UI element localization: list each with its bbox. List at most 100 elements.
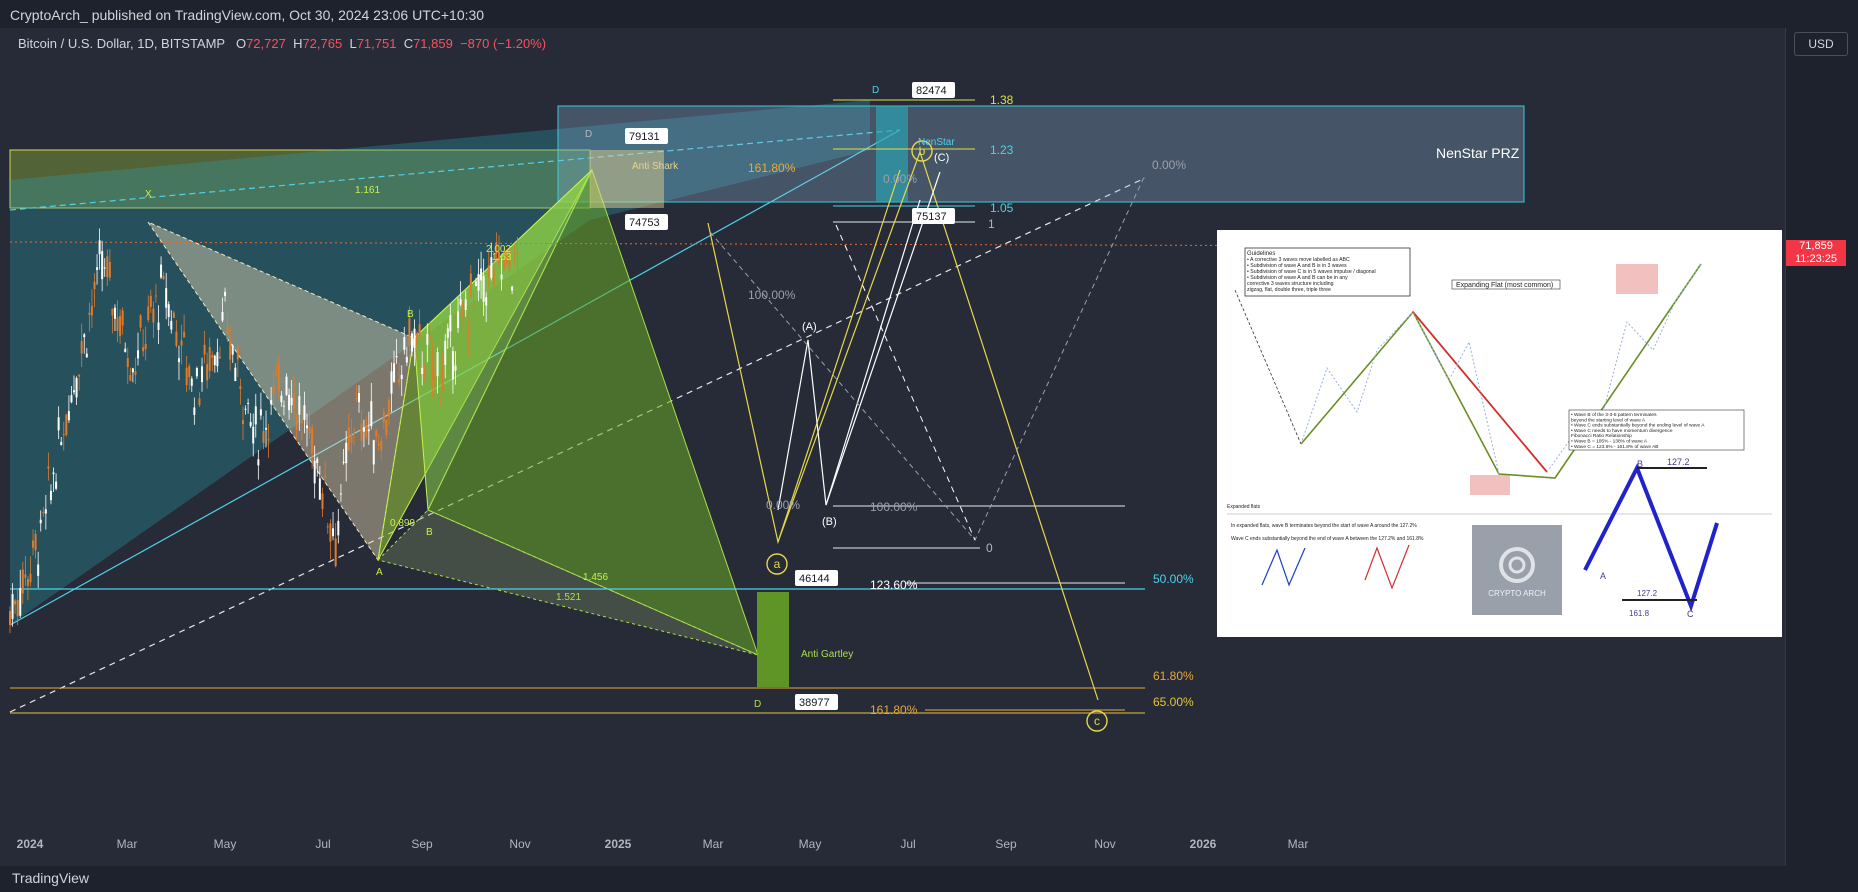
candle-body: [34, 534, 37, 551]
candle-body: [172, 312, 175, 318]
open-value: 72,727: [246, 36, 286, 51]
candle-body: [126, 358, 129, 367]
candle-body: [203, 344, 206, 355]
x-tick-label: Sep: [411, 837, 433, 851]
annotation-label: (C): [934, 152, 949, 164]
annotation-label: Anti Shark: [632, 161, 679, 172]
candle-body: [444, 340, 447, 365]
inset-logo-text: CRYPTO ARCH: [1488, 589, 1546, 598]
annotation-label: 1: [988, 217, 995, 231]
candle-body: [339, 493, 342, 495]
candle-body: [103, 267, 106, 269]
candle-body: [257, 459, 260, 466]
candle-body: [313, 460, 316, 484]
candle-body: [441, 370, 444, 392]
price-label-box: [912, 82, 955, 98]
note-item: • Wave C = 123.6% - 161.8% of wave AB: [1571, 444, 1659, 450]
candle-body: [403, 337, 406, 350]
candle-body: [241, 420, 244, 425]
candle-body: [303, 405, 306, 421]
candle-body: [252, 426, 255, 444]
guidelines-title: Guidelines: [1247, 251, 1275, 257]
annotation-label: Anti Gartley: [801, 649, 853, 660]
candle-body: [57, 417, 60, 431]
candle-body: [337, 520, 340, 536]
low-value: 71,751: [356, 36, 397, 51]
candle-body: [147, 306, 150, 320]
tradingview-logo[interactable]: TradingView: [12, 870, 90, 886]
annotation-label: (A): [802, 321, 817, 333]
annotation-label: 82474: [916, 85, 947, 97]
footer-bar: TradingView: [0, 866, 1858, 892]
candle-body: [177, 358, 180, 363]
candle-body: [108, 261, 111, 278]
guideline-item: corrective 3 waves structure including: [1247, 281, 1334, 287]
guideline-item: • Subdivision of wave C is in 5 waves im…: [1247, 269, 1376, 275]
candle-body: [39, 519, 42, 524]
candle-body: [451, 351, 454, 380]
candle-body: [288, 394, 291, 411]
big-ratio-2: 127.2: [1637, 589, 1658, 598]
candle-body: [137, 350, 140, 359]
candle-body: [464, 299, 467, 311]
symbol-name: Bitcoin / U.S. Dollar, 1D, BITSTAMP: [18, 36, 226, 51]
annotation-label: 0.899: [390, 518, 415, 529]
annotation-label: 0.00%: [883, 172, 917, 186]
guideline-item: • Subdivision of wave A and B is in 3 wa…: [1247, 263, 1347, 269]
annotation-label: NenStar: [918, 137, 955, 148]
candle-body: [431, 350, 434, 381]
candle-body: [37, 564, 40, 576]
x-tick-label: Mar: [1288, 837, 1309, 851]
note-item: Fibonacci Ratio Relationship: [1571, 433, 1632, 439]
annotation-label: 74753: [629, 217, 660, 229]
candle-body: [511, 286, 514, 291]
candle-body: [113, 307, 116, 319]
candle-body: [400, 374, 403, 380]
annotation-label: 1.521: [556, 592, 581, 603]
candle-body: [116, 317, 119, 331]
candle-body: [316, 458, 319, 463]
close-value: 71,859: [413, 36, 453, 51]
annotation-label: 1.05: [990, 201, 1014, 215]
candle-body: [165, 288, 168, 308]
candle-body: [180, 340, 183, 346]
currency-button[interactable]: USD: [1794, 32, 1848, 56]
candle-body: [345, 442, 348, 464]
candle-body: [285, 376, 288, 395]
candle-body: [454, 365, 457, 371]
candle-body: [131, 368, 134, 373]
candle-body: [21, 569, 24, 594]
price-axis[interactable]: [1785, 28, 1858, 866]
candle-body: [198, 398, 201, 406]
candle-body: [162, 276, 165, 280]
expanding-flat-inset: Guidelines • A corrective 3 waves move l…: [1217, 230, 1782, 637]
candle-body: [185, 367, 188, 385]
candle-body: [439, 402, 442, 406]
candle-body: [14, 600, 17, 605]
candle-body: [513, 248, 516, 250]
candle-body: [211, 354, 214, 358]
candle-body: [355, 397, 358, 399]
drawings: [9, 99, 1783, 714]
x-tick-label: Mar: [703, 837, 724, 851]
candle-body: [75, 377, 78, 398]
candle-body: [418, 324, 421, 339]
candle-body: [170, 320, 173, 330]
x-tick-label: Jul: [315, 837, 330, 851]
candle-body: [254, 406, 257, 425]
annotation-label: 0: [986, 541, 993, 555]
candle-body: [195, 368, 198, 377]
big-ratio-3: 161.8: [1629, 609, 1650, 618]
candle-body: [495, 242, 498, 254]
candle-body: [380, 441, 383, 450]
annotation-label: 1.63: [492, 252, 512, 263]
candle-body: [487, 265, 490, 278]
big-ratio-1: 127.2: [1667, 457, 1690, 467]
annotation-label: 50.00%: [1153, 572, 1194, 586]
candle-body: [321, 493, 324, 509]
candle-body: [121, 310, 124, 326]
candle-body: [382, 412, 385, 422]
candle-body: [90, 306, 93, 316]
candle-body: [300, 420, 303, 424]
